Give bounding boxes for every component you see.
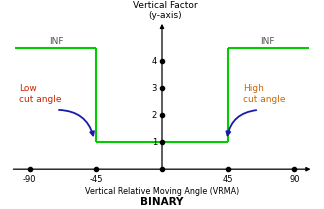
Text: BINARY: BINARY — [140, 198, 184, 208]
Text: -90: -90 — [23, 175, 37, 184]
Text: 1: 1 — [152, 138, 157, 147]
Text: 3: 3 — [152, 84, 157, 93]
Text: Vertical Relative Moving Angle (VRMA): Vertical Relative Moving Angle (VRMA) — [85, 187, 239, 196]
Text: INF: INF — [49, 37, 64, 46]
Text: 4: 4 — [152, 57, 157, 66]
Text: 45: 45 — [223, 175, 233, 184]
Text: 2: 2 — [152, 111, 157, 120]
Text: Low
cut angle: Low cut angle — [19, 84, 62, 104]
Text: -45: -45 — [89, 175, 103, 184]
Text: INF: INF — [260, 37, 275, 46]
Text: 90: 90 — [289, 175, 300, 184]
Text: High
cut angle: High cut angle — [243, 84, 285, 104]
Text: Vertical Factor
(y-axis): Vertical Factor (y-axis) — [133, 1, 197, 20]
